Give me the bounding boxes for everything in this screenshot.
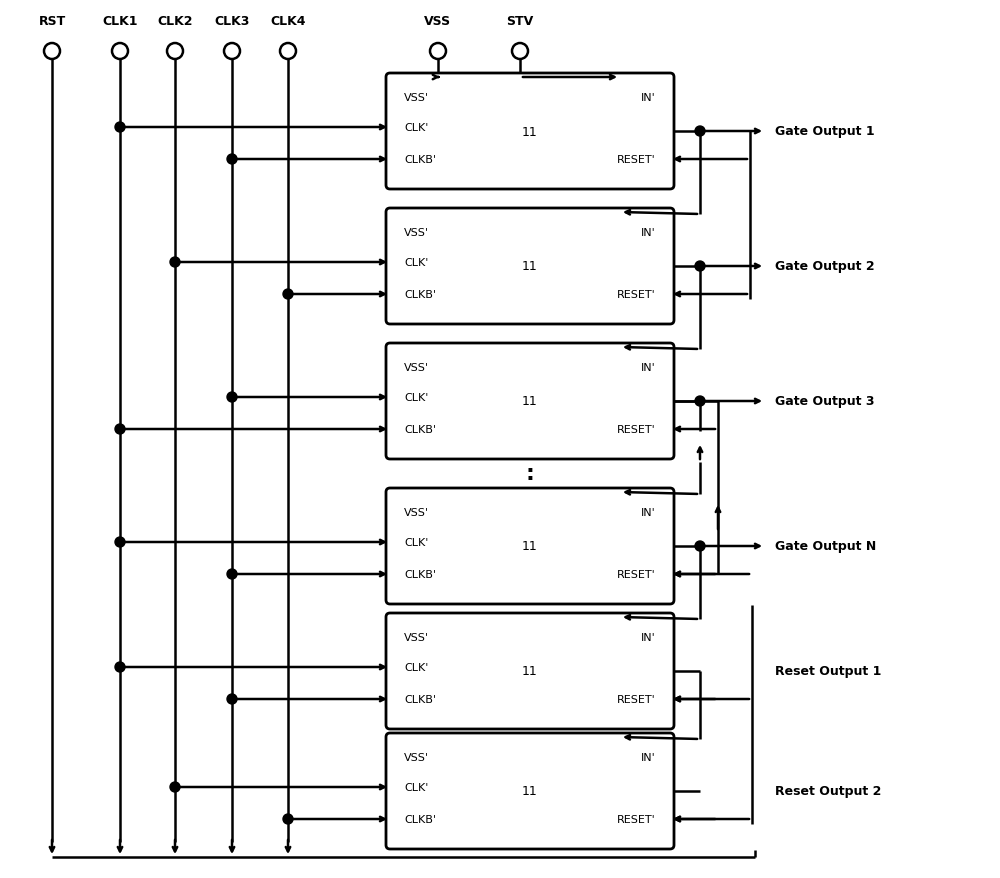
Text: IN': IN' [641,752,656,762]
Text: CLK2: CLK2 [157,15,193,28]
Text: RESET': RESET' [617,290,656,299]
Circle shape [44,44,60,60]
Circle shape [115,425,125,435]
Text: RESET': RESET' [617,694,656,704]
Text: 11: 11 [522,665,538,678]
Text: VSS': VSS' [404,93,429,103]
Circle shape [695,126,705,137]
Text: 11: 11 [522,785,538,797]
Circle shape [227,155,237,165]
FancyBboxPatch shape [386,343,674,459]
Circle shape [430,44,446,60]
Circle shape [695,542,705,551]
Text: Reset Output 2: Reset Output 2 [775,785,881,797]
Text: VSS': VSS' [404,632,429,643]
Text: CLK': CLK' [404,782,428,792]
Text: :: : [526,464,534,484]
Text: CLKB': CLKB' [404,569,436,579]
Text: Gate Output 2: Gate Output 2 [775,260,875,273]
Text: CLK': CLK' [404,662,428,673]
Text: RESET': RESET' [617,425,656,435]
Text: Gate Output N: Gate Output N [775,540,876,553]
Text: CLK4: CLK4 [270,15,306,28]
FancyBboxPatch shape [386,488,674,604]
Circle shape [167,44,183,60]
Text: 11: 11 [522,540,538,553]
Text: RST: RST [38,15,66,28]
Text: CLK': CLK' [404,123,428,133]
Text: CLKB': CLKB' [404,155,436,165]
Text: IN': IN' [641,227,656,238]
FancyBboxPatch shape [386,74,674,190]
Circle shape [115,123,125,133]
FancyBboxPatch shape [386,733,674,849]
Circle shape [283,814,293,824]
Text: CLK': CLK' [404,392,428,402]
Text: CLKB': CLKB' [404,694,436,704]
Circle shape [695,397,705,407]
Text: CLKB': CLKB' [404,814,436,824]
Text: VSS: VSS [424,15,452,28]
Text: CLK3: CLK3 [214,15,250,28]
Text: CLKB': CLKB' [404,290,436,299]
Circle shape [170,782,180,792]
Text: IN': IN' [641,363,656,372]
Circle shape [227,694,237,704]
Text: VSS': VSS' [404,363,429,372]
Text: IN': IN' [641,93,656,103]
Text: CLK': CLK' [404,537,428,547]
Circle shape [695,262,705,271]
Text: VSS': VSS' [404,752,429,762]
Circle shape [283,290,293,299]
Text: Reset Output 1: Reset Output 1 [775,665,881,678]
Text: 11: 11 [522,126,538,139]
Text: RESET': RESET' [617,814,656,824]
Circle shape [115,662,125,673]
Text: RESET': RESET' [617,569,656,579]
Text: VSS': VSS' [404,227,429,238]
Circle shape [227,569,237,579]
Text: CLKB': CLKB' [404,425,436,435]
Text: Gate Output 3: Gate Output 3 [775,395,874,408]
Circle shape [224,44,240,60]
Text: IN': IN' [641,507,656,517]
Text: 11: 11 [522,395,538,408]
Circle shape [227,392,237,402]
FancyBboxPatch shape [386,614,674,729]
Circle shape [112,44,128,60]
Circle shape [170,258,180,268]
Circle shape [280,44,296,60]
Text: CLK1: CLK1 [102,15,138,28]
Circle shape [115,537,125,547]
Text: VSS': VSS' [404,507,429,517]
Text: Gate Output 1: Gate Output 1 [775,126,875,139]
FancyBboxPatch shape [386,209,674,325]
Circle shape [512,44,528,60]
Text: RESET': RESET' [617,155,656,165]
Text: CLK': CLK' [404,258,428,268]
Text: STV: STV [506,15,534,28]
Text: IN': IN' [641,632,656,643]
Text: 11: 11 [522,260,538,273]
